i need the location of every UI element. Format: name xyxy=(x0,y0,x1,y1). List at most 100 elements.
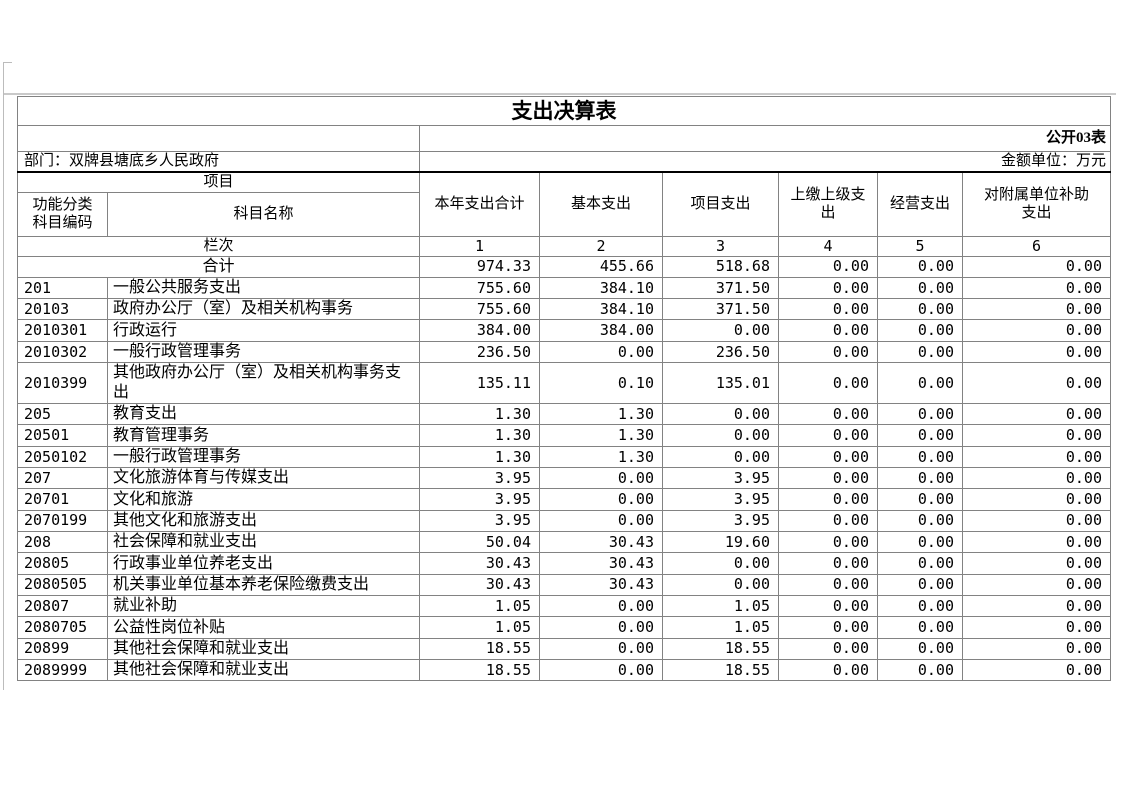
title-row: 支出决算表 xyxy=(17,96,1111,126)
table-code-label: 公开03表 xyxy=(419,125,1111,152)
meta-row-department: 部门：双牌县塘底乡人民政府 金额单位：万元 xyxy=(17,151,1111,173)
row-value: 0.00 xyxy=(778,637,878,661)
row-value: 0.00 xyxy=(962,298,1111,321)
expenditure-table-head: 支出决算表 公开03表 部门：双牌县塘底乡人民政府 金额单位：万元 项目 本年支… xyxy=(17,96,1111,278)
row-value: 0.00 xyxy=(778,424,878,447)
row-value: 0.00 xyxy=(877,298,963,321)
table-row: 2010399 其他政府办公厅（室）及相关机构事务支出 135.11 0.10 … xyxy=(17,362,1111,405)
lanci-label: 栏次 xyxy=(17,235,420,257)
row-name: 公益性岗位补贴 xyxy=(107,616,420,639)
row-code: 20501 xyxy=(17,424,108,447)
row-value: 135.01 xyxy=(662,362,779,405)
row-value: 0.00 xyxy=(539,616,663,639)
row-code: 20103 xyxy=(17,298,108,321)
row-value: 0.00 xyxy=(962,276,1111,300)
row-value: 135.11 xyxy=(419,362,540,405)
row-name: 社会保障和就业支出 xyxy=(107,531,420,554)
row-value: 18.55 xyxy=(662,658,779,682)
department-label: 部门：双牌县塘底乡人民政府 xyxy=(17,151,420,173)
row-value: 0.00 xyxy=(877,424,963,447)
row-name: 一般行政管理事务 xyxy=(107,445,420,469)
row-name: 教育支出 xyxy=(107,403,420,426)
row-value: 0.00 xyxy=(962,488,1111,511)
row-value: 371.50 xyxy=(662,276,779,300)
row-name-text: 教育管理事务 xyxy=(113,426,210,444)
row-value: 0.00 xyxy=(539,488,663,511)
header-col-basic: 基本支出 xyxy=(539,171,663,237)
table-row: 20805 行政事业单位养老支出 30.43 30.43 0.00 0.00 0… xyxy=(17,552,1111,575)
row-value: 1.30 xyxy=(419,445,540,469)
row-value: 0.00 xyxy=(539,637,663,661)
row-value: 0.00 xyxy=(778,488,878,511)
header-row-sub: 功能分类 科目编码 科目名称 xyxy=(17,191,1111,237)
row-value: 1.30 xyxy=(539,403,663,426)
row-name-text: 其他社会保障和就业支出 xyxy=(113,640,290,657)
row-value: 0.00 xyxy=(877,403,963,426)
table-row: 20103 政府办公厅（室）及相关机构事务 755.60 384.10 371.… xyxy=(17,298,1111,321)
row-value: 18.55 xyxy=(419,658,540,682)
row-value: 30.43 xyxy=(539,531,663,554)
row-value: 384.00 xyxy=(539,319,663,342)
page-break-line-vertical xyxy=(3,62,4,690)
row-value: 384.00 xyxy=(419,319,540,342)
header-name-label: 科目名称 xyxy=(107,191,420,237)
row-value: 0.00 xyxy=(778,362,878,405)
row-name: 行政运行 xyxy=(107,319,420,342)
table-row: 201 一般公共服务支出 755.60 384.10 371.50 0.00 0… xyxy=(17,276,1111,300)
row-value: 0.00 xyxy=(962,552,1111,575)
col-index: 3 xyxy=(662,235,779,257)
row-value: 0.00 xyxy=(877,616,963,639)
row-code: 20701 xyxy=(17,488,108,511)
row-value: 1.05 xyxy=(662,616,779,639)
header-project: 项目 xyxy=(17,171,420,193)
table-row: 2010302 一般行政管理事务 236.50 0.00 236.50 0.00… xyxy=(17,340,1111,364)
page-title: 支出决算表 xyxy=(17,96,1111,126)
table-row: 207 文化旅游体育与传媒支出 3.95 0.00 3.95 0.00 0.00… xyxy=(17,467,1111,490)
row-name: 一般行政管理事务 xyxy=(107,340,420,364)
row-name: 就业补助 xyxy=(107,595,420,618)
col-index: 6 xyxy=(962,235,1111,257)
row-value: 0.00 xyxy=(662,403,779,426)
row-name: 一般公共服务支出 xyxy=(107,276,420,300)
row-value: 371.50 xyxy=(662,298,779,321)
unit-label: 金额单位：万元 xyxy=(419,151,1111,173)
meta-row-table-code: 公开03表 xyxy=(17,125,1111,152)
page-break-tick xyxy=(3,62,12,63)
row-name: 文化旅游体育与传媒支出 xyxy=(107,467,420,490)
row-value: 0.00 xyxy=(877,276,963,300)
table-row: 20899 其他社会保障和就业支出 18.55 0.00 18.55 0.00 … xyxy=(17,637,1111,661)
table-row: 2070199 其他文化和旅游支出 3.95 0.00 3.95 0.00 0.… xyxy=(17,509,1111,533)
row-code: 2070199 xyxy=(17,509,108,533)
row-value: 236.50 xyxy=(662,340,779,364)
row-name-text: 教育支出 xyxy=(113,405,178,423)
row-name: 其他文化和旅游支出 xyxy=(107,509,420,533)
row-value: 0.00 xyxy=(962,340,1111,364)
row-name: 政府办公厅（室）及相关机构事务 xyxy=(107,298,420,321)
row-code: 205 xyxy=(17,403,108,426)
row-value: 30.43 xyxy=(419,573,540,597)
row-name: 行政事业单位养老支出 xyxy=(107,552,420,575)
row-value: 18.55 xyxy=(662,637,779,661)
row-value: 0.00 xyxy=(962,319,1111,342)
row-value: 0.00 xyxy=(539,509,663,533)
row-value: 0.00 xyxy=(662,424,779,447)
row-value: 0.00 xyxy=(539,658,663,682)
row-code: 2050102 xyxy=(17,445,108,469)
table-row: 2080505 机关事业单位基本养老保险缴费支出 30.43 30.43 0.0… xyxy=(17,573,1111,597)
row-code: 20807 xyxy=(17,595,108,618)
row-value: 236.50 xyxy=(419,340,540,364)
row-name-text: 行政运行 xyxy=(113,321,178,339)
row-value: 0.00 xyxy=(962,637,1111,661)
row-value: 0.00 xyxy=(877,658,963,682)
row-name: 文化和旅游 xyxy=(107,488,420,511)
row-value: 3.95 xyxy=(662,509,779,533)
row-name: 其他社会保障和就业支出 xyxy=(107,637,420,661)
row-value: 0.00 xyxy=(778,276,878,300)
row-name-text: 政府办公厅（室）及相关机构事务 xyxy=(113,300,354,318)
row-value: 0.00 xyxy=(778,531,878,554)
row-name-text: 社会保障和就业支出 xyxy=(113,533,258,551)
row-value: 0.00 xyxy=(539,340,663,364)
row-name-text: 文化旅游体育与传媒支出 xyxy=(113,469,290,487)
row-value: 0.00 xyxy=(539,595,663,618)
